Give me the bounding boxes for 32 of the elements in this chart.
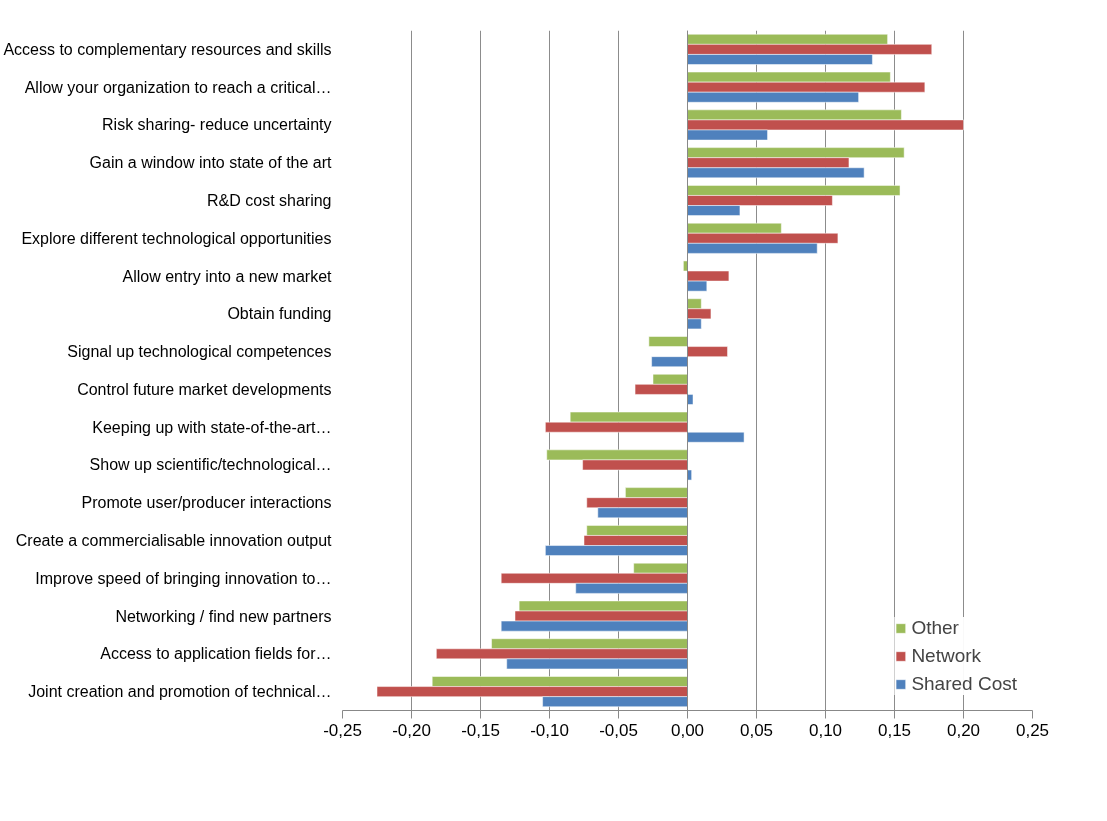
y-tick-label: Joint creation and promotion of technical…	[28, 683, 332, 701]
y-tick-label: R&D cost sharing	[207, 192, 332, 209]
y-tick-label: Signal up technological competences	[67, 343, 332, 361]
x-tick-label: -0,15	[461, 720, 500, 740]
x-tick-label: -0,10	[530, 720, 569, 740]
legend-label: Other	[911, 617, 959, 639]
legend-label: Shared Cost	[911, 673, 1017, 695]
x-tick-label: 0,20	[946, 720, 981, 740]
y-tick-label: Explore different technological opportunities	[21, 229, 332, 247]
y-tick-label: Create a commercialisable innovation output	[15, 532, 333, 549]
x-tick-label: 0,10	[808, 720, 843, 740]
y-tick-label: Access to complementary resources and skills	[3, 40, 332, 58]
y-tick-label: Allow your organization to reach a critical…	[24, 78, 332, 96]
y-tick-label: Control future market developments	[77, 380, 332, 398]
y-tick-label: Promote user/producer interactions	[81, 494, 332, 512]
y-tick-label: Networking / find new partners	[115, 607, 332, 625]
y-tick-label: Show up scientific/technological…	[89, 456, 332, 474]
x-tick-label: 0,15	[877, 720, 912, 740]
x-tick-label: 0,25	[1015, 720, 1050, 740]
y-tick-label: Obtain funding	[227, 305, 332, 323]
y-tick-label: Risk sharing- reduce uncertainty	[102, 116, 332, 134]
legend-label: Network	[911, 645, 982, 667]
x-tick-label: -0,20	[392, 720, 431, 740]
y-tick-label: Gain a window into state of the art	[89, 154, 333, 172]
y-tick-label: Allow entry into a new market	[122, 267, 333, 285]
y-tick-label: Keeping up with state-of-the-art…	[92, 418, 332, 436]
y-tick-label: Access to application fields for…	[100, 645, 332, 663]
x-tick-label: -0,05	[599, 720, 638, 740]
y-tick-label: Improve speed of bringing innovation to…	[35, 569, 332, 587]
x-tick-label: 0,00	[670, 720, 705, 740]
x-tick-label: -0,25	[323, 720, 362, 740]
x-tick-label: 0,05	[739, 720, 774, 740]
